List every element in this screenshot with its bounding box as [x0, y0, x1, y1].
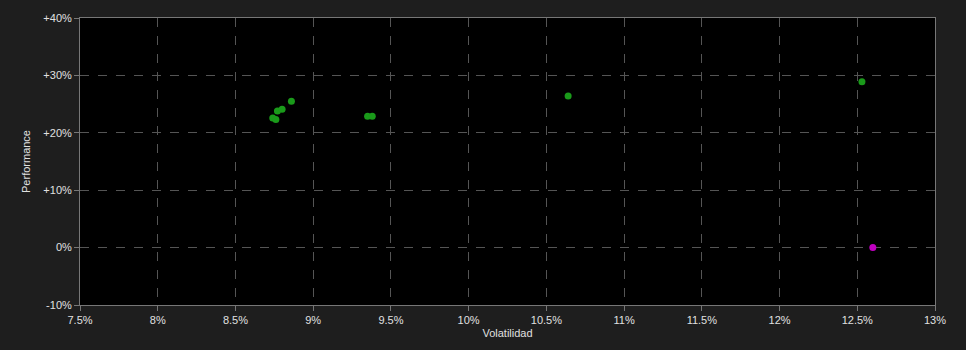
- svg-text:+10%: +10%: [43, 184, 72, 196]
- svg-text:9.5%: 9.5%: [378, 314, 403, 326]
- svg-text:12%: 12%: [769, 314, 791, 326]
- svg-text:8.5%: 8.5%: [223, 314, 248, 326]
- svg-text:11%: 11%: [613, 314, 634, 326]
- svg-text:13%: 13%: [924, 314, 946, 326]
- svg-text:+20%: +20%: [43, 127, 72, 139]
- svg-text:+40%: +40%: [43, 12, 72, 24]
- svg-text:0%: 0%: [56, 241, 72, 253]
- svg-text:+30%: +30%: [43, 69, 72, 81]
- svg-text:Performance: Performance: [20, 130, 32, 193]
- svg-text:-10%: -10%: [46, 299, 72, 311]
- svg-text:12.5%: 12.5%: [842, 314, 873, 326]
- svg-text:10%: 10%: [458, 314, 480, 326]
- svg-text:9%: 9%: [305, 314, 321, 326]
- svg-text:10.5%: 10.5%: [531, 314, 562, 326]
- svg-text:Volatilidad: Volatilidad: [482, 327, 532, 339]
- svg-text:7.5%: 7.5%: [67, 314, 92, 326]
- svg-text:11.5%: 11.5%: [687, 314, 718, 326]
- svg-text:8%: 8%: [150, 314, 166, 326]
